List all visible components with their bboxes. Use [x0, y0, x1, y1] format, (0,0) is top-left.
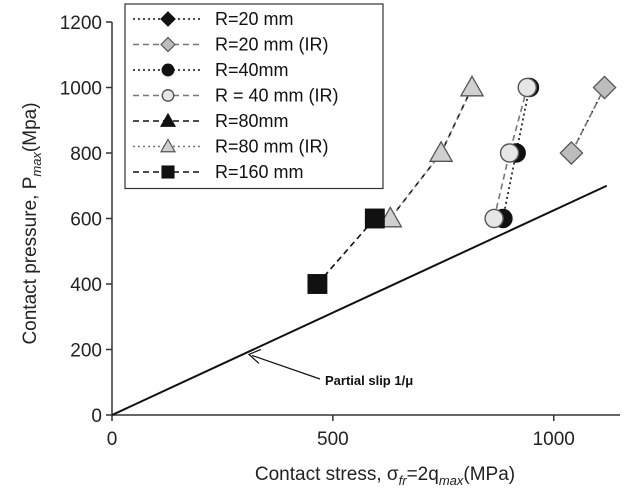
data-point: [559, 141, 584, 165]
y-label-subscript: max: [29, 152, 44, 177]
legend-marker: [159, 112, 177, 127]
data-point: [429, 140, 454, 162]
series-3: [484, 77, 537, 229]
x-tick-label: 0: [107, 429, 118, 450]
x-label-text: (MPa): [463, 464, 515, 485]
legend-marker: [160, 36, 176, 53]
x-label-text: Contact stress,: [255, 464, 387, 485]
legend-marker: [160, 11, 176, 27]
y-axis-label: Contact pressure, Pmax(Mpa): [20, 102, 44, 344]
x-tick-label: 500: [317, 429, 349, 450]
data-point: [378, 206, 403, 228]
data-point: [499, 143, 520, 163]
data-point: [459, 75, 485, 97]
legend-label: R=20 mm (IR): [215, 35, 329, 55]
series-6: [307, 208, 385, 294]
x-label-subscript: fr: [399, 473, 408, 488]
x-tick-label: 1000: [533, 429, 575, 450]
legend-marker: [161, 63, 175, 77]
data-point: [307, 274, 328, 294]
annotation-arrow-shaft: [251, 354, 321, 380]
legend-label: R = 40 mm (IR): [215, 86, 339, 106]
data-point: [484, 208, 504, 229]
y-tick-label: 600: [70, 210, 102, 231]
series-group: [307, 75, 617, 294]
legend-marker: [159, 138, 177, 153]
legend-marker: [161, 165, 175, 179]
annotation-text: Partial slip 1/μ: [325, 373, 413, 388]
legend-label: R=80mm: [215, 111, 289, 131]
reference-line-group: [111, 184, 608, 416]
data-point: [592, 75, 617, 100]
y-tick-label: 0: [91, 406, 102, 427]
legend-marker: [161, 89, 175, 102]
data-point: [517, 77, 537, 98]
series-line: [389, 87, 473, 219]
legend-label: R=80 mm (IR): [215, 137, 329, 157]
series-line: [316, 217, 376, 285]
legend-label: R=40mm: [215, 60, 289, 80]
legend-label: R=160 mm: [215, 162, 304, 182]
y-tick-label: 1000: [60, 79, 102, 100]
legend-label: R=20 mm: [215, 9, 294, 29]
x-label-subscript: max: [439, 473, 464, 488]
y-tick-label: 1200: [60, 13, 102, 34]
y-tick-label: 800: [70, 144, 102, 165]
y-label-text: (Mpa): [20, 102, 41, 152]
legend: R=20 mm R=20 mm (IR) R=40mm R = 40 mm (IR) R…: [124, 3, 384, 190]
y-label-text: Contact pressure, P: [20, 177, 41, 345]
partial-slip-line: [111, 184, 608, 416]
data-point: [364, 208, 385, 229]
series-line: [493, 87, 529, 219]
y-tick-label: 200: [70, 341, 102, 362]
y-tick-label: 400: [70, 275, 102, 296]
annotation-arrow-head: [247, 348, 262, 364]
axes: 0 200 400 600 800 1000 1200 0 500 1000 Contact str…: [20, 13, 620, 488]
x-label-symbol: σ: [387, 464, 399, 485]
annotation-group: Partial slip 1/μ: [247, 348, 413, 388]
series-1: [559, 75, 617, 165]
x-label-text: =2q: [407, 464, 439, 485]
series-5: [378, 75, 485, 228]
x-axis-label: Contact stress, σfr=2qmax(MPa): [255, 464, 515, 488]
series-line: [570, 87, 606, 154]
